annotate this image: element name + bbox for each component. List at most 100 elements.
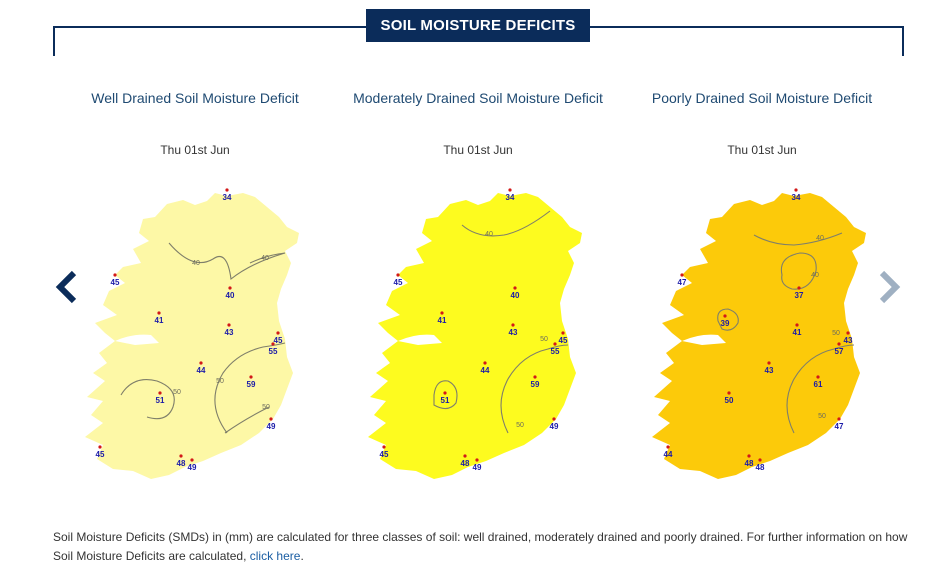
station-value: 57 [835,347,844,356]
station-marker [767,361,771,365]
station-marker [228,286,232,290]
station-value: 50 [725,396,734,405]
station-marker [553,342,557,346]
ireland-map-shape [368,193,582,479]
station-value: 48 [756,463,765,472]
station-marker [511,323,515,327]
station-marker [179,454,183,458]
station-marker [795,323,799,327]
station-value: 43 [225,328,234,337]
station-marker [227,323,231,327]
station-value: 44 [197,366,206,375]
panel-date: Thu 01st Jun [160,143,230,157]
carousel-prev-button[interactable] [52,268,82,306]
station-value: 45 [394,278,403,287]
contour-line [249,252,286,264]
contour-line [214,342,286,434]
station-marker [276,331,280,335]
station-marker [561,331,565,335]
station-value: 48 [745,459,754,468]
station-marker [727,391,731,395]
contour-line [780,252,817,290]
station-value: 55 [551,347,560,356]
station-marker [533,375,537,379]
station-marker [113,273,117,277]
map-panel-well-drained: Well Drained Soil Moisture Deficit Thu 0… [55,88,335,488]
contour-line [224,406,270,434]
contour-label: 50 [832,330,840,337]
station-value: 43 [844,336,853,345]
station-value: 37 [795,291,804,300]
station-marker [837,342,841,346]
station-marker [199,361,203,365]
station-value: 45 [274,336,283,345]
station-marker [797,286,801,290]
station-marker [747,454,751,458]
station-value: 47 [835,422,844,431]
header-frame-line-right [590,26,904,28]
station-value: 43 [765,366,774,375]
station-value: 59 [247,380,256,389]
map-panel-poorly-drained: Poorly Drained Soil Moisture Deficit Thu… [622,88,902,488]
station-value: 48 [177,459,186,468]
station-value: 45 [559,336,568,345]
station-marker [440,311,444,315]
panel-title: Moderately Drained Soil Moisture Deficit [353,90,603,106]
station-value: 49 [473,463,482,472]
contour-line [433,380,458,410]
station-marker [513,286,517,290]
station-value: 34 [792,193,801,202]
click-here-link[interactable]: click here [249,549,301,563]
station-marker [157,311,161,315]
station-value: 51 [441,396,450,405]
station-marker [443,391,447,395]
carousel-next-button[interactable] [874,268,904,306]
station-marker [552,417,556,421]
station-value: 48 [461,459,470,468]
footer-description: Soil Moisture Deficits (SMDs) in (mm) ar… [53,528,913,566]
station-value: 44 [481,366,490,375]
station-value: 47 [678,278,687,287]
ireland-map-shape [652,193,866,479]
contour-line [786,344,855,434]
contour-label: 50 [818,413,826,420]
station-value: 61 [814,380,823,389]
contour-label: 50 [540,336,548,343]
station-marker [271,342,275,346]
station-marker [758,458,762,462]
contour-label: 50 [173,389,181,396]
station-value: 41 [438,316,447,325]
contour-label: 40 [261,255,269,262]
chevron-right-icon [879,270,901,304]
station-marker [225,188,229,192]
station-value: 49 [550,422,559,431]
station-marker [666,445,670,449]
station-value: 34 [506,193,515,202]
contour-label: 50 [262,404,270,411]
contour-line [168,242,286,281]
station-marker [816,375,820,379]
contour-line [120,379,175,420]
panel-date: Thu 01st Jun [727,143,797,157]
footer-text: Soil Moisture Deficits (SMDs) in (mm) ar… [53,530,908,563]
chevron-left-icon [55,270,77,304]
contour-line [753,232,843,246]
station-value: 39 [721,319,730,328]
contour-line [461,210,551,237]
station-marker [249,375,253,379]
panel-title: Well Drained Soil Moisture Deficit [91,90,299,106]
station-marker [837,417,841,421]
header-frame-line-left [53,26,366,28]
station-marker [846,331,850,335]
station-marker [98,445,102,449]
station-value: 55 [269,347,278,356]
station-value: 49 [267,422,276,431]
contour-label: 50 [516,422,524,429]
contour-line [717,308,739,331]
contour-label: 40 [811,272,819,279]
contour-lines: 40 50 50 [433,210,569,434]
